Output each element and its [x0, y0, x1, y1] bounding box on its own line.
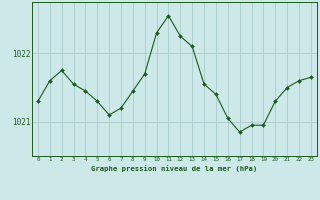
X-axis label: Graphe pression niveau de la mer (hPa): Graphe pression niveau de la mer (hPa): [91, 165, 258, 172]
